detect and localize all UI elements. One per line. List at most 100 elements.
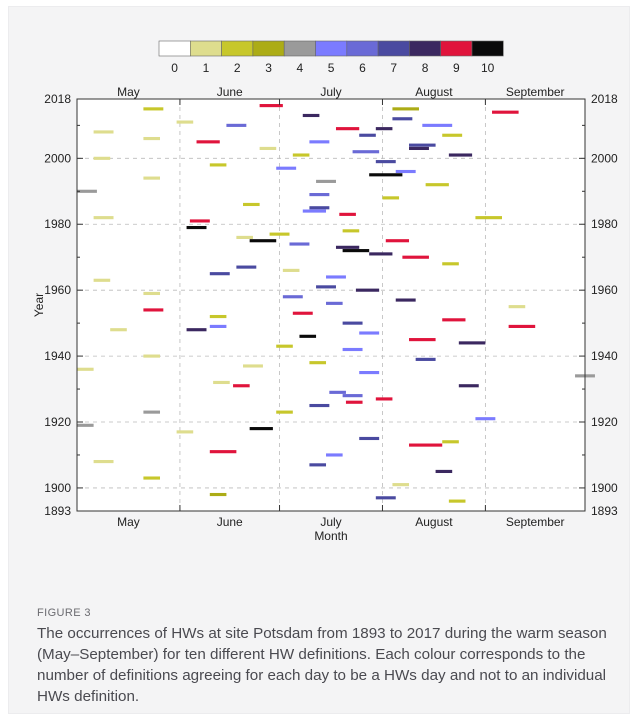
y-tick-label-left-1920: 1920 [44, 415, 71, 429]
hw-event-100 [249, 427, 273, 431]
colorbar-label-3: 3 [265, 61, 272, 75]
hw-event-57 [326, 275, 346, 279]
hw-event-7 [422, 123, 453, 127]
plot-area [77, 99, 585, 511]
hw-event-48 [289, 242, 310, 246]
hw-event-17 [409, 143, 436, 147]
hw-event-42 [186, 225, 207, 230]
hw-event-55 [282, 268, 300, 272]
y-tick-label-right-1893: 1893 [591, 504, 618, 518]
hw-event-24 [375, 160, 396, 164]
figure-caption-text: The occurrences of HWs at site Potsdam f… [37, 625, 607, 705]
colorbar-label-0: 0 [171, 61, 178, 75]
hw-event-79 [276, 344, 293, 348]
hw-event-86 [359, 371, 380, 375]
hw-event-31 [425, 183, 449, 187]
y-tick-label-right-1940: 1940 [591, 349, 618, 363]
hw-event-77 [409, 338, 436, 342]
hw-event-26 [276, 166, 297, 170]
hw-event-66 [143, 308, 164, 312]
colorbar-swatch-2 [221, 40, 254, 57]
hw-event-34 [382, 196, 400, 200]
hw-event-22 [448, 153, 473, 157]
hw-event-30 [316, 179, 336, 183]
hw-event-11 [93, 130, 114, 134]
hw-event-73 [110, 328, 127, 332]
hw-event-88 [213, 380, 230, 385]
hw-event-0 [259, 104, 283, 108]
hw-event-1 [392, 107, 419, 111]
hw-event-39 [93, 216, 114, 220]
hw-event-2 [143, 107, 164, 111]
hw-event-89 [233, 384, 250, 388]
figure-label: FIGURE 3 [37, 607, 91, 619]
colorbar-label-9: 9 [453, 61, 460, 75]
hw-event-92 [342, 394, 363, 398]
hw-event-9 [335, 127, 360, 131]
colorbar-label-1: 1 [203, 61, 210, 75]
hw-event-13 [442, 133, 463, 137]
hw-event-113 [375, 496, 396, 500]
colorbar-swatch-4 [283, 40, 316, 57]
hw-event-97 [276, 410, 293, 414]
y-tick-label-right-1920: 1920 [591, 415, 618, 429]
hw-event-76 [299, 334, 317, 338]
hw-event-36 [309, 206, 330, 210]
hw-event-94 [345, 400, 363, 404]
hw-event-62 [282, 295, 303, 299]
colorbar-label-2: 2 [234, 61, 241, 75]
colorbar-label-10: 10 [481, 61, 495, 75]
hw-event-32 [77, 189, 97, 193]
month-label-top-4: September [506, 85, 565, 99]
hw-event-60 [355, 288, 380, 292]
month-label-bottom-2: July [320, 515, 341, 529]
hw-event-23 [93, 156, 111, 160]
hw-event-41 [189, 219, 210, 223]
colorbar-label-8: 8 [422, 61, 429, 75]
hw-event-61 [143, 291, 161, 296]
hw-event-45 [236, 235, 253, 239]
hw-event-8 [226, 123, 247, 127]
month-label-top-3: August [415, 85, 453, 99]
hw-event-71 [209, 324, 227, 328]
month-label-bottom-1: June [217, 515, 243, 529]
hw-event-107 [93, 459, 114, 464]
colorbar-label-4: 4 [297, 61, 304, 75]
hw-event-6 [176, 120, 194, 124]
hw-event-80 [342, 347, 363, 352]
hw-event-102 [359, 436, 380, 441]
hw-event-72 [508, 324, 536, 328]
y-tick-label-right-1900: 1900 [591, 481, 618, 495]
hw-event-5 [392, 117, 413, 121]
y-tick-label-right-2018: 2018 [591, 92, 618, 106]
colorbar-swatch-6 [346, 40, 379, 57]
hw-event-56 [209, 272, 230, 276]
hw-event-4 [302, 113, 320, 118]
hw-event-28 [369, 173, 403, 177]
hw-event-58 [93, 278, 111, 282]
hw-event-74 [186, 328, 207, 332]
hw-event-50 [342, 249, 370, 253]
hw-event-35 [243, 202, 260, 207]
hw-event-99 [77, 423, 94, 427]
hw-event-3 [492, 110, 519, 114]
hw-event-98 [475, 417, 496, 421]
plot-frame [76, 98, 586, 512]
hw-event-68 [209, 314, 227, 319]
hw-event-75 [359, 331, 380, 335]
hw-event-10 [375, 127, 393, 131]
hw-event-53 [442, 262, 459, 266]
hw-event-44 [269, 232, 290, 236]
month-label-bottom-0: May [117, 515, 140, 529]
colorbar-swatch-1 [190, 40, 222, 57]
hw-event-104 [409, 443, 443, 447]
hw-event-83 [309, 361, 327, 365]
hw-event-90 [458, 384, 479, 388]
hw-event-40 [475, 216, 502, 220]
colorbar-swatch-7 [377, 40, 410, 57]
y-axis-label: Year [32, 293, 46, 317]
hw-event-67 [292, 311, 313, 315]
hw-event-63 [395, 298, 416, 302]
hw-event-81 [143, 354, 161, 358]
hw-event-18 [259, 146, 277, 151]
